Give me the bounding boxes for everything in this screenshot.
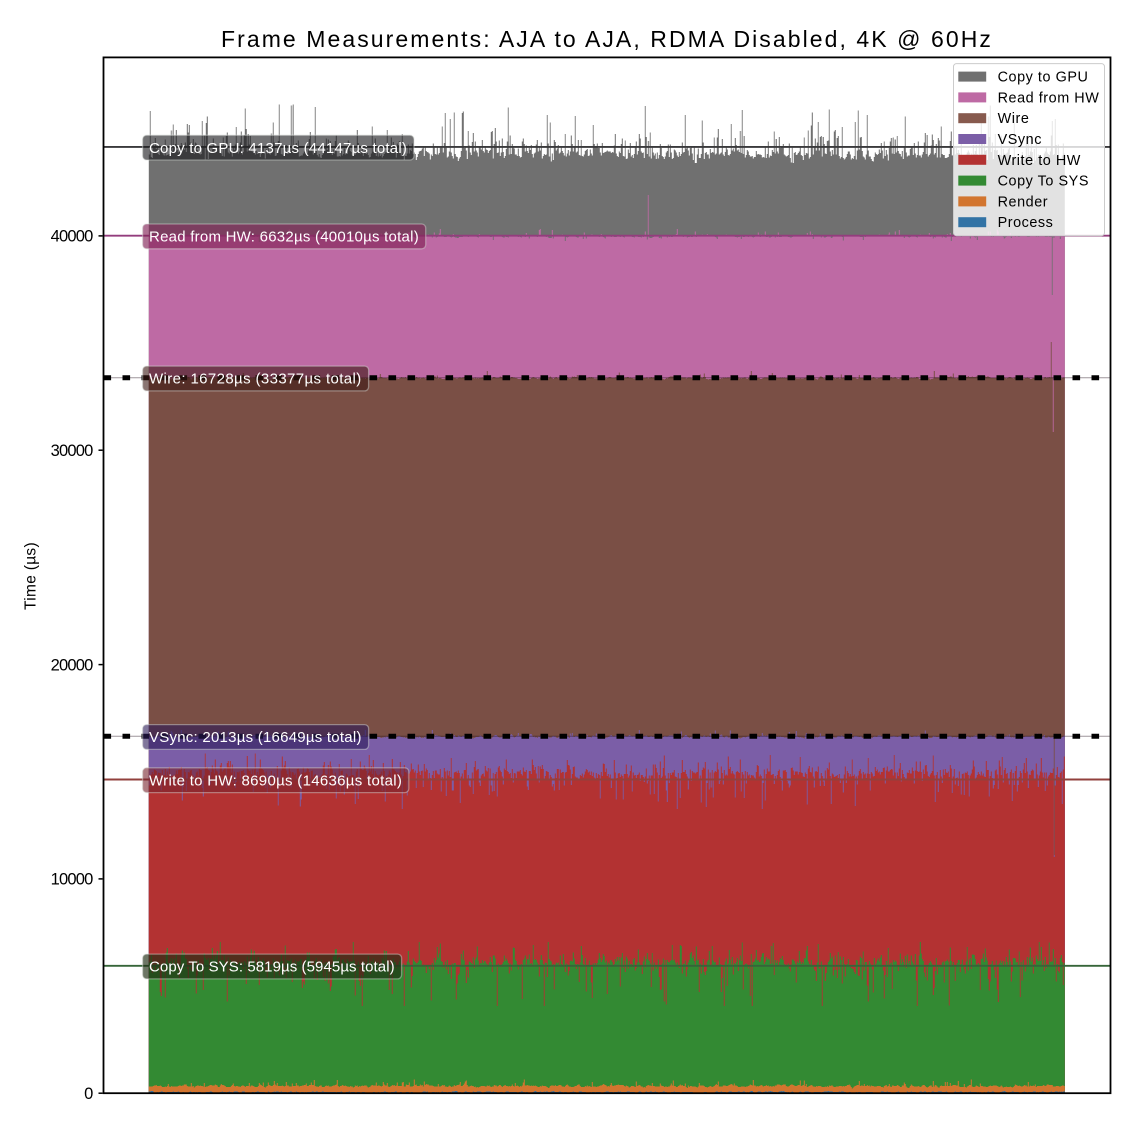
svg-text:Time (µs): Time (µs) — [23, 542, 40, 610]
svg-text:0: 0 — [84, 1085, 93, 1103]
svg-text:Copy To SYS: Copy To SYS — [998, 174, 1089, 190]
svg-text:Read from HW: 6632µs (40010µs: Read from HW: 6632µs (40010µs total) — [149, 229, 419, 246]
svg-text:Write to HW: Write to HW — [998, 153, 1081, 169]
svg-text:Write to HW: 8690µs (14636µs t: Write to HW: 8690µs (14636µs total) — [149, 772, 402, 789]
svg-text:Render: Render — [998, 194, 1049, 210]
svg-text:Read from HW: Read from HW — [998, 90, 1100, 106]
svg-text:10000: 10000 — [51, 871, 94, 889]
svg-text:Copy To SYS: 5819µs (5945µs to: Copy To SYS: 5819µs (5945µs total) — [149, 959, 395, 976]
svg-text:Copy to GPU: 4137µs (44147µs t: Copy to GPU: 4137µs (44147µs total) — [149, 140, 407, 157]
svg-text:Wire: 16728µs (33377µs total): Wire: 16728µs (33377µs total) — [149, 371, 362, 388]
svg-text:30000: 30000 — [51, 442, 94, 460]
svg-text:VSync: 2013µs (16649µs total): VSync: 2013µs (16649µs total) — [149, 729, 362, 746]
svg-text:Copy to GPU: Copy to GPU — [998, 70, 1089, 86]
svg-text:40000: 40000 — [51, 228, 94, 246]
svg-text:20000: 20000 — [51, 656, 94, 674]
svg-text:VSync: VSync — [998, 132, 1042, 148]
svg-text:Frame Measurements: AJA to AJA: Frame Measurements: AJA to AJA, RDMA Dis… — [221, 26, 993, 52]
svg-text:Process: Process — [998, 215, 1054, 231]
svg-text:Wire: Wire — [998, 111, 1030, 127]
